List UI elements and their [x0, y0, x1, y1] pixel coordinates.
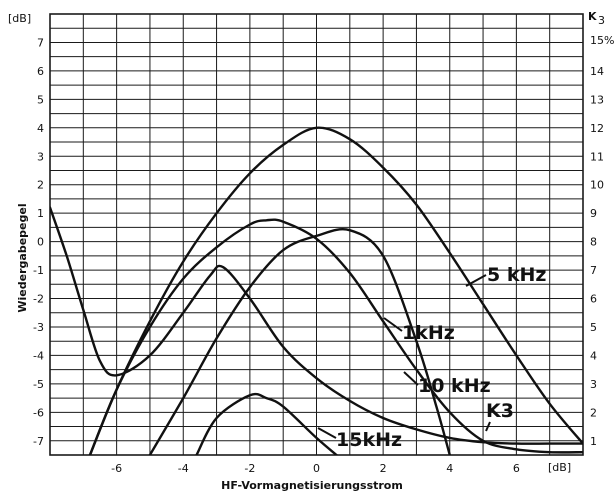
y2-axis-symbol: K — [588, 10, 597, 23]
y2-tick-label: 10 — [590, 179, 604, 192]
y-tick-label: 6 — [37, 65, 44, 78]
y2-tick-label: 6 — [590, 293, 597, 306]
series-label-15khz: 15kHz — [336, 429, 402, 451]
y2-tick-label: 9 — [590, 207, 597, 220]
x-unit-label: [dB] — [548, 461, 571, 474]
series-label-1khz: 1kHz — [402, 322, 455, 344]
y2-tick-label: 13 — [590, 93, 604, 106]
y-axis-title: Wiedergabepegel — [16, 203, 29, 312]
leader-1khz — [383, 317, 403, 332]
y2-tick-label: 4 — [590, 349, 597, 362]
y-tick-label: -1 — [33, 264, 44, 277]
series-line-4 — [50, 206, 583, 445]
y2-tick-label: 7 — [590, 264, 597, 277]
y-tick-label: 4 — [37, 122, 44, 135]
y2-tick-label: 14 — [590, 65, 604, 78]
series-line-1 — [88, 218, 583, 455]
x-tick-label: -2 — [244, 462, 255, 475]
leader-10khz — [403, 371, 419, 386]
y-tick-label: -6 — [33, 406, 44, 419]
series-label-10khz: 10 kHz — [418, 375, 491, 397]
y2-tick-label: 5 — [590, 321, 597, 334]
y2-tick-label: 8 — [590, 236, 597, 249]
y-tick-label: -3 — [33, 321, 44, 334]
series-line-0 — [88, 126, 583, 455]
leader-15khz — [317, 427, 337, 439]
x-tick-label: 0 — [313, 462, 320, 475]
y2-tick-label: 1 — [590, 435, 597, 448]
x-tick-label: -4 — [178, 462, 189, 475]
series-line-3 — [195, 392, 338, 455]
series-line-2 — [148, 228, 451, 455]
plot-frame — [49, 13, 584, 456]
x-axis-title: HF-Vormagnetisierungsstrom — [221, 479, 403, 492]
y-tick-label: -2 — [33, 293, 44, 306]
tick-labels: -6 -4 -2 0 2 4 676543210-1-2-3-4-5-6-714131211… — [33, 36, 604, 475]
leader-5khz — [465, 274, 487, 287]
grid — [49, 13, 584, 456]
y-tick-label: 1 — [37, 207, 44, 220]
series-label-k3: K3 — [486, 400, 514, 422]
y-tick-label: -4 — [33, 349, 44, 362]
x-tick-label: 4 — [446, 462, 453, 475]
y-tick-label: 2 — [37, 179, 44, 192]
y-tick-label: -5 — [33, 378, 44, 391]
y2-tick-label: 2 — [590, 406, 597, 419]
x-tick-label: -6 — [111, 462, 122, 475]
y2-unit-label: 15% — [590, 34, 614, 47]
y2-tick-label: 3 — [590, 378, 597, 391]
series-label-5khz: 5 kHz — [487, 264, 546, 286]
y-tick-label: 7 — [37, 36, 44, 49]
x-tick-label: 2 — [380, 462, 387, 475]
curves — [50, 126, 583, 455]
y-tick-label: -7 — [33, 435, 44, 448]
y2-tick-label: 12 — [590, 122, 604, 135]
y-tick-label: 5 — [37, 93, 44, 106]
y2-tick-label: 11 — [590, 150, 604, 163]
y-tick-label: 3 — [37, 150, 44, 163]
x-tick-label: 6 — [513, 462, 520, 475]
y-unit-label: [dB] — [8, 12, 31, 25]
y2-axis-symbol-sub: 3 — [598, 14, 605, 27]
leader-k3 — [485, 421, 491, 432]
y-tick-label: 0 — [37, 236, 44, 249]
